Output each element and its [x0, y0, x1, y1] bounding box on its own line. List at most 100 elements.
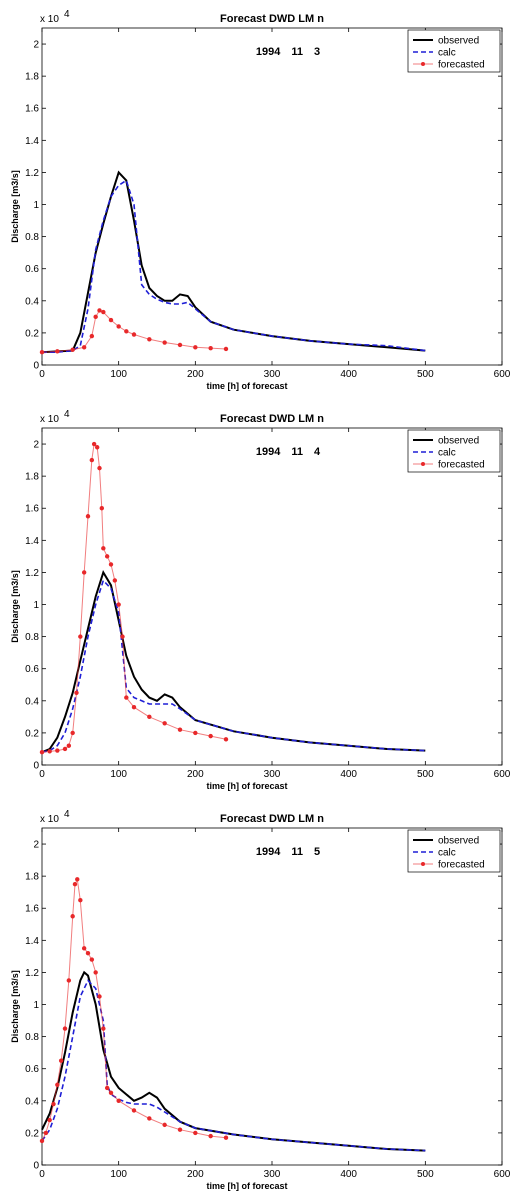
x-tick-label: 400	[340, 369, 357, 380]
legend-label-forecasted: forecasted	[438, 460, 485, 471]
y-tick-label: 1.8	[25, 72, 39, 83]
y-tick-label: 1.2	[25, 568, 39, 579]
x-tick-label: 600	[494, 1169, 511, 1180]
y-tick-label: 0.8	[25, 632, 39, 643]
legend-label-forecasted: forecasted	[438, 60, 485, 71]
series-point-forecasted	[81, 946, 87, 951]
series-point-forecasted	[101, 1026, 106, 1031]
y-tick-label: 0.4	[25, 696, 39, 707]
legend-label-calc: calc	[438, 848, 456, 859]
y-tick-label: 2	[33, 40, 39, 51]
chart-panel-3: Forecast DWD LM n x 10 4 0 100 200 300 400 500 60…	[10, 809, 511, 1191]
x-tick-label: 100	[110, 1169, 127, 1180]
series-point-forecasted	[85, 514, 91, 519]
series-point-forecasted	[116, 602, 121, 607]
x-axis-label: time [h] of forecast	[206, 1181, 287, 1191]
y-tick-label: 0.2	[25, 728, 39, 739]
series-point-forecasted	[47, 749, 52, 754]
series-point-forecasted	[147, 1116, 152, 1121]
x-tick-label: 0	[39, 769, 45, 780]
series-point-forecasted	[120, 634, 125, 639]
series-point-forecasted	[223, 737, 229, 742]
series-point-forecasted	[147, 714, 152, 720]
series-point-forecasted	[51, 1101, 56, 1107]
series-point-forecasted	[104, 1085, 110, 1091]
y-tick-label: 0.6	[25, 664, 39, 675]
series-point-forecasted	[193, 1130, 198, 1136]
series-point-forecasted	[108, 317, 114, 323]
x-tick-label: 300	[264, 1169, 281, 1180]
series-point-forecasted	[162, 1122, 167, 1128]
chart-panel-1: Forecast DWD LM n x 10 4 0 100 200 300 400 500 60…	[10, 9, 511, 391]
y-tick-label: 0	[33, 761, 39, 772]
series-point-forecasted	[104, 554, 110, 559]
y-exponent: 4	[64, 9, 70, 20]
series-point-forecasted	[81, 345, 87, 350]
series-point-forecasted	[101, 309, 106, 315]
series-point-forecasted	[39, 349, 45, 355]
series-point-forecasted	[85, 950, 91, 956]
plot-area	[41, 827, 503, 1166]
x-tick-label: 0	[39, 1169, 45, 1180]
x-tick-label: 100	[110, 369, 127, 380]
series-point-forecasted	[89, 457, 95, 463]
series-point-forecasted	[39, 749, 45, 755]
y-tick-label: 1.4	[25, 536, 39, 547]
y-tick-label: 0.8	[25, 232, 39, 243]
series-point-forecasted	[66, 743, 72, 748]
series-point-forecasted	[39, 1138, 45, 1144]
series-point-forecasted	[47, 1117, 52, 1123]
y-tick-label: 1.4	[25, 936, 39, 947]
x-tick-label: 600	[494, 369, 511, 380]
series-point-forecasted	[55, 349, 60, 354]
series-point-forecasted	[58, 1058, 64, 1063]
series-point-forecasted	[93, 970, 98, 975]
legend-label-calc: calc	[438, 48, 456, 59]
legend-label-observed: observed	[438, 36, 479, 47]
x-tick-label: 500	[417, 1169, 434, 1180]
y-exponent: 4	[64, 809, 70, 820]
y-multiplier: x 10	[40, 814, 59, 825]
series-line-calc	[41, 979, 426, 1152]
series-point-forecasted	[177, 727, 183, 732]
legend-marker-forecasted	[421, 862, 425, 866]
x-tick-label: 0	[39, 369, 45, 380]
series-point-forecasted	[93, 314, 98, 320]
series-point-forecasted	[70, 914, 75, 919]
chart-title: Forecast DWD LM n	[220, 813, 324, 825]
series-point-forecasted	[95, 445, 100, 450]
series-point-forecasted	[81, 570, 87, 575]
series-line-calc	[42, 179, 426, 354]
y-tick-label: 0.4	[25, 296, 39, 307]
plot-area	[41, 427, 503, 766]
series-point-forecasted	[89, 957, 95, 962]
y-tick-label: 1.2	[25, 168, 39, 179]
legend-label-observed: observed	[438, 836, 479, 847]
y-tick-label: 0.6	[25, 264, 39, 275]
y-tick-label: 1.8	[25, 472, 39, 483]
series-point-forecasted	[116, 1098, 121, 1104]
forecast-date-label: 1994 11 3	[256, 46, 320, 58]
series-point-forecasted	[66, 978, 72, 983]
y-axis-label: Discharge [m3/s]	[10, 570, 20, 643]
series-point-forecasted	[162, 721, 167, 726]
y-tick-label: 0	[33, 1161, 39, 1172]
series-point-forecasted	[193, 345, 198, 350]
series-point-forecasted	[70, 347, 75, 352]
series-point-forecasted	[99, 506, 105, 511]
chart-title: Forecast DWD LM n	[220, 13, 324, 25]
forecast-date-label: 1994 11 5	[256, 846, 320, 858]
series-point-forecasted	[124, 329, 129, 334]
series-point-forecasted	[89, 333, 95, 339]
series-point-forecasted	[78, 898, 83, 903]
series-point-forecasted	[223, 346, 229, 352]
series-point-forecasted	[55, 1082, 60, 1087]
series-point-forecasted	[62, 746, 68, 752]
y-multiplier: x 10	[40, 414, 59, 425]
y-tick-label: 1.4	[25, 136, 39, 147]
series-point-forecasted	[97, 308, 102, 313]
y-tick-label: 1.6	[25, 504, 39, 515]
y-tick-label: 2	[33, 440, 39, 451]
